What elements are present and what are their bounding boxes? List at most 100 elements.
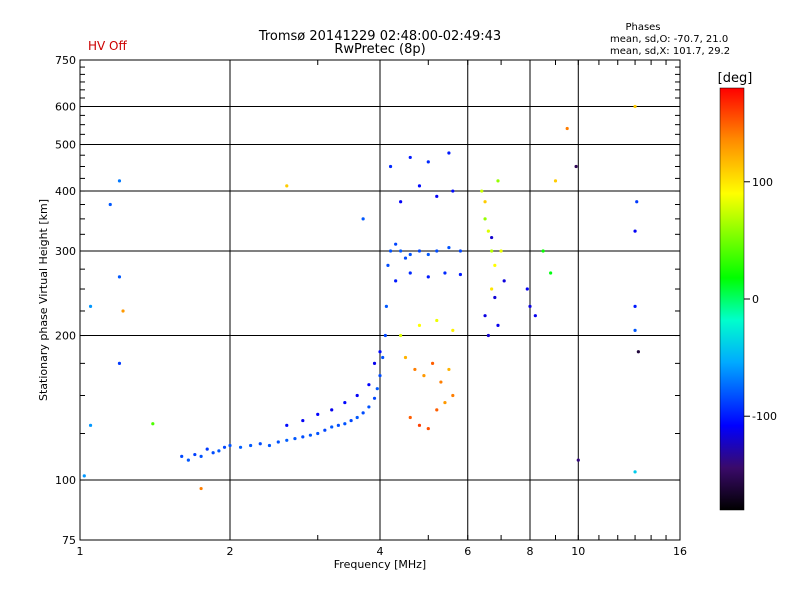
- data-point: [408, 415, 412, 420]
- data-point: [88, 304, 93, 309]
- data-point: [378, 350, 382, 354]
- data-point: [408, 271, 412, 275]
- data-point: [403, 256, 408, 260]
- x-tick-label: 4: [377, 545, 384, 558]
- data-point: [361, 217, 365, 221]
- data-point: [378, 374, 382, 378]
- data-point: [388, 249, 393, 253]
- data-point: [388, 164, 393, 169]
- data-point: [361, 411, 365, 415]
- data-point: [343, 422, 347, 426]
- data-point: [205, 447, 209, 451]
- data-point: [447, 151, 451, 155]
- data-point: [316, 412, 320, 417]
- data-point: [285, 423, 289, 427]
- grid-layer: [80, 60, 680, 540]
- data-point: [490, 287, 494, 291]
- data-point: [565, 126, 569, 131]
- data-point: [336, 423, 340, 427]
- data-point: [422, 374, 426, 378]
- data-point: [330, 408, 334, 412]
- data-point: [117, 179, 122, 183]
- data-point: [413, 367, 417, 372]
- data-point: [486, 333, 490, 338]
- data-point: [490, 249, 494, 253]
- data-point: [180, 454, 184, 459]
- data-point: [490, 235, 494, 240]
- colorbar: [719, 87, 745, 511]
- data-point: [349, 418, 353, 423]
- data-point: [372, 396, 377, 400]
- colorbar-tick-label: 100: [752, 176, 773, 189]
- phases-title: Phases: [625, 22, 660, 33]
- phases-x-stats: mean, sd,X: 101.7, 29.2: [610, 46, 730, 57]
- data-point: [403, 355, 408, 360]
- data-point: [285, 438, 289, 442]
- data-point: [443, 271, 447, 275]
- data-point: [186, 458, 190, 462]
- data-point: [211, 451, 215, 455]
- colorbar-label: [deg]: [718, 71, 753, 86]
- y-tick-labels: 75 100 200 300 400 500 600 750: [55, 54, 76, 547]
- data-point: [88, 423, 93, 427]
- data-point: [493, 295, 497, 300]
- data-point: [249, 443, 253, 448]
- data-point: [525, 287, 529, 291]
- data-point: [496, 323, 500, 327]
- x-tick-label: 2: [227, 545, 234, 558]
- data-point: [451, 328, 455, 332]
- data-point: [293, 436, 297, 441]
- data-point: [417, 249, 422, 253]
- data-point: [267, 443, 272, 448]
- data-point: [417, 323, 422, 327]
- data-point: [483, 314, 487, 318]
- data-point: [355, 393, 359, 398]
- data-point: [121, 309, 125, 313]
- tick-layer: [79, 59, 681, 541]
- data-point: [199, 454, 203, 459]
- data-point: [426, 160, 430, 164]
- data-point: [383, 333, 387, 338]
- data-point: [435, 408, 439, 412]
- data-point: [576, 458, 580, 462]
- x-tick-label: 6: [464, 545, 471, 558]
- data-point: [408, 252, 412, 257]
- data-point: [228, 443, 232, 448]
- data-point: [633, 229, 637, 233]
- colorbar-ticks: 100 0 -100: [744, 176, 777, 423]
- data-point: [384, 304, 388, 309]
- data-point: [82, 474, 86, 478]
- x-tick-labels: 1 2 4 6 8 10 16: [77, 545, 688, 558]
- data-point: [285, 184, 289, 188]
- data-point: [417, 423, 422, 427]
- data-point: [222, 445, 227, 449]
- data-points: [82, 104, 640, 491]
- data-point: [394, 242, 398, 246]
- data-point: [399, 200, 403, 204]
- data-point: [486, 229, 490, 233]
- data-point: [636, 350, 640, 354]
- data-point: [533, 314, 537, 318]
- y-tick-label: 300: [55, 245, 76, 258]
- y-tick-label: 200: [55, 330, 76, 343]
- y-tick-label: 75: [62, 534, 76, 547]
- data-point: [502, 279, 506, 283]
- data-point: [367, 405, 371, 409]
- status-label: HV Off: [88, 39, 127, 53]
- data-point: [367, 383, 371, 387]
- data-point: [435, 249, 439, 253]
- data-point: [483, 200, 487, 204]
- data-point: [108, 202, 112, 207]
- data-point: [258, 442, 262, 446]
- y-tick-label: 100: [55, 474, 76, 487]
- x-tick-label: 10: [571, 545, 585, 558]
- data-point: [117, 361, 122, 365]
- data-point: [316, 431, 320, 436]
- colorbar-tick-label: 0: [752, 293, 759, 306]
- data-point: [447, 245, 451, 250]
- data-point: [381, 355, 385, 360]
- data-point: [276, 440, 280, 444]
- data-point: [451, 393, 455, 398]
- data-point: [151, 422, 155, 426]
